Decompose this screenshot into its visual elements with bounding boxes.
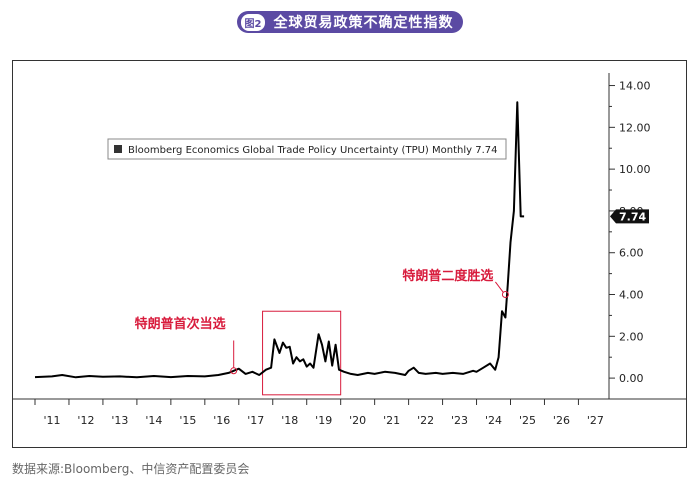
x-tick-label: '27 (587, 414, 604, 427)
legend-label: Bloomberg Economics Global Trade Policy … (128, 145, 497, 156)
x-tick-label: '24 (485, 414, 502, 427)
y-tick-label: 10.00 (619, 163, 651, 176)
x-tick-label: '25 (519, 414, 536, 427)
y-tick-label: 0.00 (619, 372, 644, 385)
annotation-leader-second-win (495, 281, 504, 293)
x-tick-label: '18 (281, 414, 298, 427)
x-tick-label: '16 (213, 414, 230, 427)
y-tick-label: 6.00 (619, 247, 644, 260)
annotation-marker-second-win (501, 291, 509, 299)
x-tick-label: '21 (383, 414, 400, 427)
x-tick-label: '15 (179, 414, 196, 427)
tpu-series-line (34, 101, 525, 379)
x-tick-label: '17 (247, 414, 264, 427)
figure-header: 图2 全球贸易政策不确定性指数 (0, 10, 700, 34)
annotation-first-election: 特朗普首次当选 (135, 316, 226, 332)
y-tick-label: 4.00 (619, 289, 644, 302)
figure-number-tag: 图2 (240, 13, 266, 31)
y-tick-label: 2.00 (619, 330, 644, 343)
figure-title-pill: 图2 全球贸易政策不确定性指数 (236, 11, 464, 33)
x-tick-label: '19 (315, 414, 332, 427)
x-tick-label: '23 (451, 414, 468, 427)
x-tick-label: '13 (111, 414, 128, 427)
x-tick-label: '14 (145, 414, 162, 427)
figure-title: 全球贸易政策不确定性指数 (273, 15, 454, 31)
last-value-label: 7.74 (619, 210, 646, 223)
x-tick-label: '26 (553, 414, 570, 427)
legend-box (107, 138, 507, 160)
x-tick-label: '20 (349, 414, 366, 427)
annotation-second-win: 特朗普二度胜选 (402, 268, 493, 284)
x-tick-label: '22 (417, 414, 434, 427)
x-tick-label: '11 (43, 414, 60, 427)
chart-frame: 14.0012.0010.008.006.004.002.000.00'11'1… (12, 60, 687, 448)
last-value-tag (610, 209, 649, 224)
highlight-box-2018-2019 (262, 310, 342, 396)
y-tick-label: 12.00 (619, 121, 651, 134)
source-note: 数据来源:Bloomberg、中信资产配置委员会 (12, 462, 250, 476)
line-chart: 14.0012.0010.008.006.004.002.000.00'11'1… (13, 73, 686, 427)
legend-swatch (114, 145, 122, 153)
x-tick-label: '12 (77, 414, 94, 427)
y-tick-label: 14.00 (619, 80, 651, 93)
